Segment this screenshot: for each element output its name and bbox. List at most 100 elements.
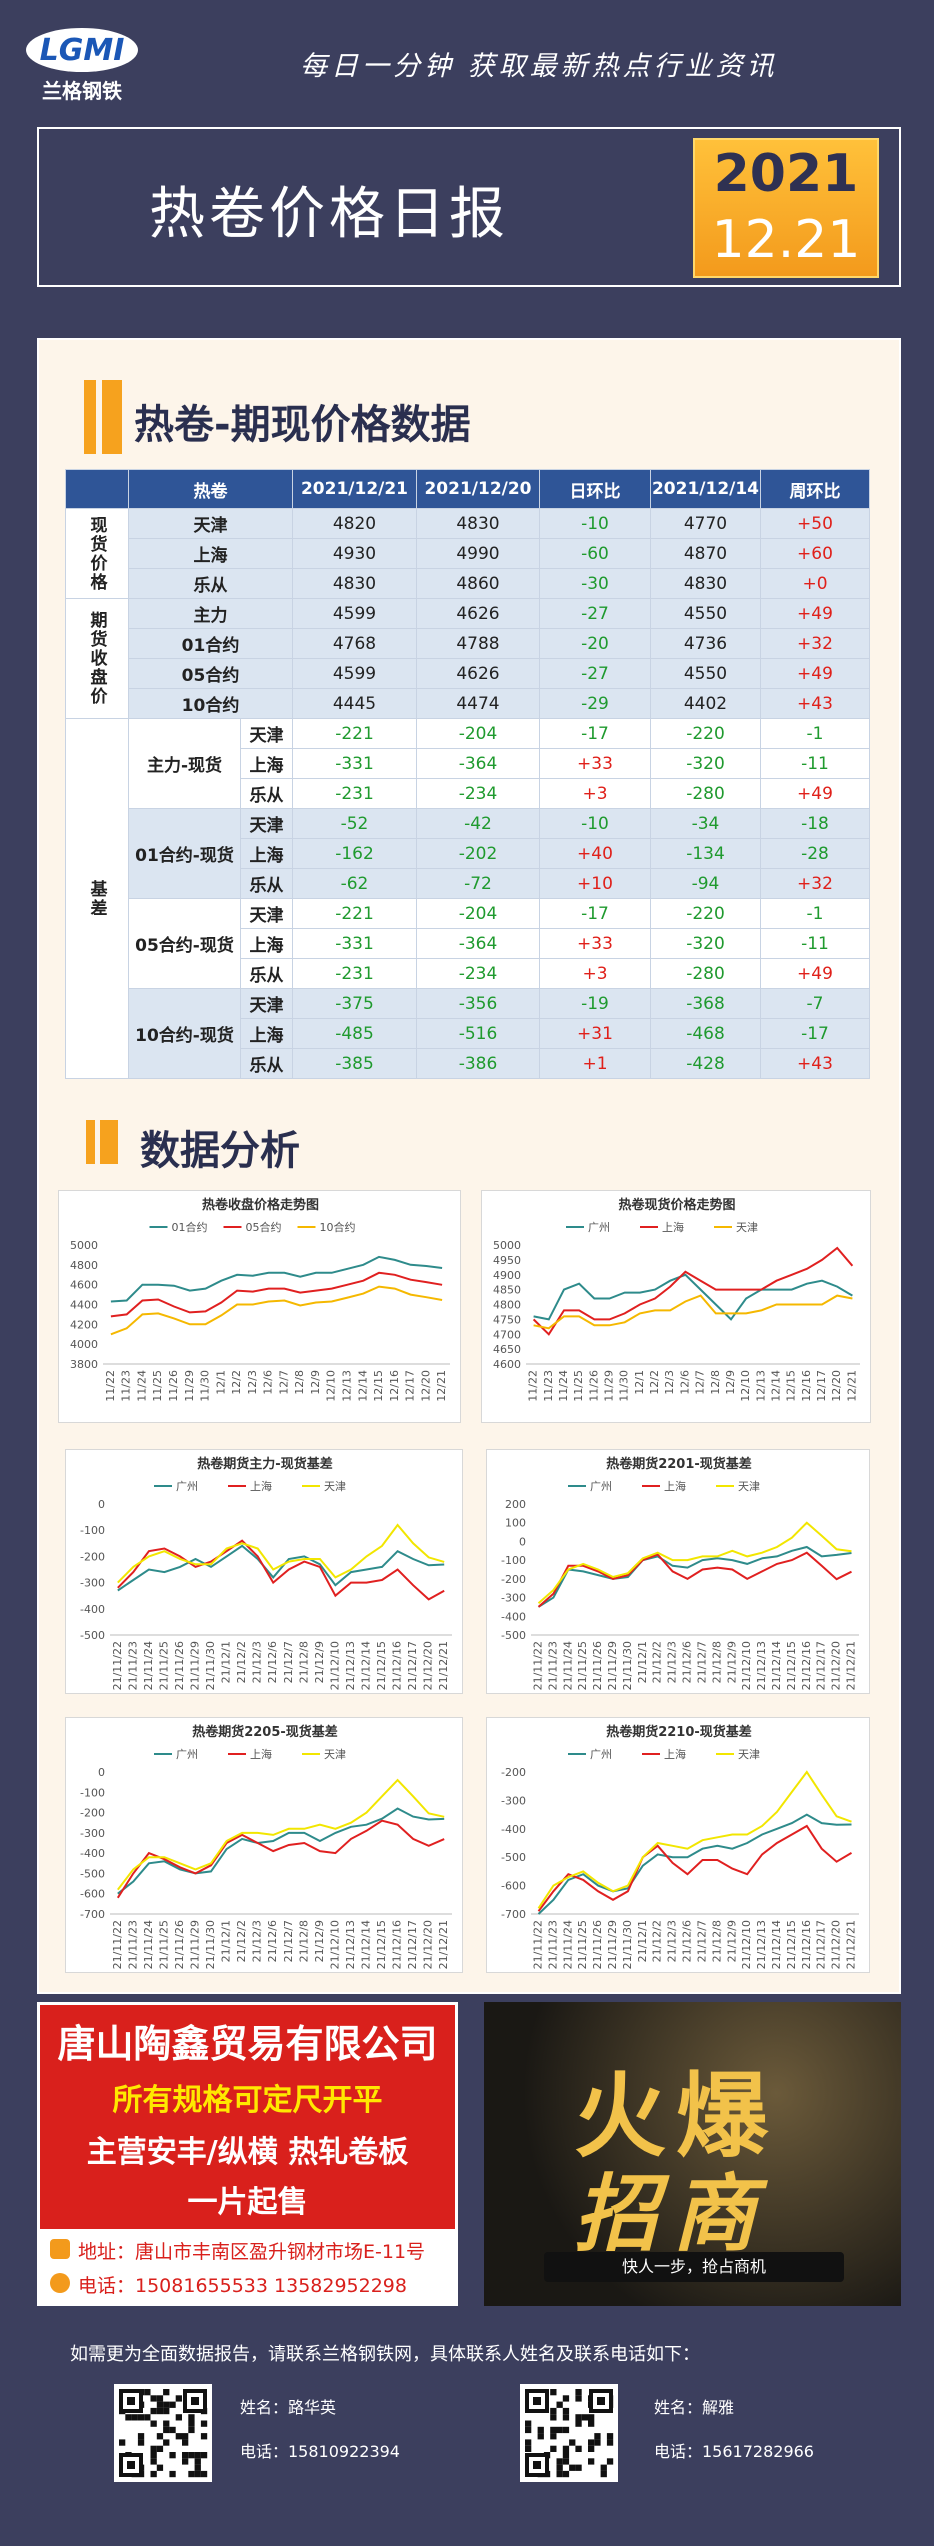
qr-cell (169, 2452, 176, 2459)
qr-cell (188, 2452, 195, 2459)
group-label: 现货价格 (86, 515, 107, 592)
x-tick-label: 21/11/29 (189, 1641, 202, 1690)
value-cell: -385 (292, 1048, 417, 1079)
qr-cell (562, 2414, 570, 2421)
section-label: 现货价格 (65, 508, 129, 599)
date-year: 2021 (713, 144, 859, 204)
value-cell: 4870 (650, 538, 761, 569)
section-label: 基差 (65, 718, 129, 1079)
qr-cell (575, 2395, 582, 2402)
series-line (110, 1285, 443, 1336)
value-cell: +1 (539, 1048, 651, 1079)
x-tick-label: 21/12/9 (313, 1920, 326, 1962)
y-tick-label: 200 (505, 1498, 526, 1511)
y-tick-label: -400 (501, 1823, 526, 1836)
y-tick-label: -400 (501, 1610, 526, 1623)
row-name: 上海 (128, 538, 293, 569)
qr-cell (581, 2414, 588, 2421)
qr-cell (575, 2414, 582, 2421)
chart-title: 热卷期货2201-现货基差 (606, 1456, 752, 1472)
value-cell: -485 (292, 1018, 417, 1049)
table-row: 01合约 4768 4788 -20 4736 +32 (66, 628, 870, 659)
x-tick-label: 12/2 (230, 1370, 243, 1395)
legend-label: 上海 (250, 1747, 272, 1761)
qr-cell (562, 2445, 570, 2452)
ad-headline: 火爆 (574, 2063, 779, 2170)
y-tick-label: 0 (98, 1766, 105, 1779)
section-label: 期货收盘价 (65, 598, 129, 719)
qr-cell (182, 2433, 189, 2440)
group-name: 05合约-现货 (128, 898, 241, 989)
y-tick-label: -200 (501, 1573, 526, 1586)
qr-cell (606, 2458, 614, 2465)
row-name: 乐从 (128, 568, 293, 599)
x-tick-label: 12/3 (246, 1370, 259, 1395)
qr-cell (144, 2389, 151, 2396)
qr-cell (569, 2439, 576, 2446)
x-tick-label: 11/25 (151, 1370, 164, 1402)
qr-cell (156, 2401, 164, 2408)
x-tick-label: 21/11/24 (561, 1641, 574, 1690)
ad-line: 所有规格可定尺开平 (112, 2083, 383, 2118)
x-tick-label: 12/21 (845, 1370, 858, 1402)
value-cell: +49 (760, 958, 870, 989)
x-tick-label: 21/11/25 (157, 1920, 170, 1969)
legend-label: 05合约 (246, 1220, 282, 1234)
x-tick-label: 21/11/29 (606, 1641, 619, 1690)
x-tick-label: 21/12/8 (297, 1920, 310, 1962)
y-tick-label: 0 (519, 1535, 526, 1548)
row-name: 上海 (240, 1018, 293, 1049)
series-line (533, 1273, 853, 1321)
x-tick-label: 21/12/13 (755, 1920, 768, 1969)
value-cell: +33 (539, 748, 651, 779)
x-tick-label: 21/12/20 (422, 1641, 435, 1690)
x-tick-label: 21/12/7 (282, 1641, 295, 1683)
y-tick-label: -600 (501, 1880, 526, 1893)
y-tick-label: 4200 (70, 1318, 98, 1331)
legend-label: 上海 (662, 1220, 684, 1234)
row-name: 10合约 (128, 688, 293, 719)
header-cell: 2021/12/20 (416, 469, 540, 509)
qr-cell (182, 2439, 189, 2446)
qr-cell (533, 2397, 541, 2405)
value-cell: +43 (760, 1048, 870, 1079)
row-name: 天津 (128, 508, 293, 539)
value-cell: 4830 (650, 568, 761, 599)
page-title: 热卷价格日报 (149, 182, 509, 247)
value-cell: 4445 (292, 688, 417, 719)
y-tick-label: -100 (80, 1786, 105, 1799)
table-row: 基差 主力-现货 天津 -221 -204 -17 -220 -1 (65, 718, 870, 1079)
value-cell: -11 (760, 748, 870, 779)
value-cell: +3 (539, 958, 651, 989)
qr-cell (163, 2389, 170, 2396)
value-cell: -204 (416, 718, 540, 749)
y-tick-label: -500 (501, 1629, 526, 1642)
qr-cell (550, 2445, 557, 2452)
y-tick-label: 4900 (493, 1269, 521, 1282)
section-bar (84, 380, 96, 454)
x-tick-label: 21/12/10 (740, 1641, 753, 1690)
qr-cell (150, 2458, 157, 2465)
contact-name: 姓名：路华英 (240, 2398, 337, 2417)
y-tick-label: -200 (80, 1807, 105, 1820)
x-tick-label: 21/11/23 (546, 1920, 559, 1969)
x-tick-label: 12/20 (419, 1370, 432, 1402)
qr-cell (175, 2395, 182, 2402)
y-tick-label: -100 (80, 1524, 105, 1537)
x-tick-label: 21/12/8 (297, 1641, 310, 1683)
qr-cell (163, 2401, 170, 2408)
x-tick-label: 21/12/21 (845, 1641, 858, 1690)
qr-cell (525, 2420, 532, 2427)
legend-label: 01合约 (172, 1220, 208, 1234)
value-cell: -202 (416, 838, 540, 869)
x-tick-label: 11/24 (557, 1370, 570, 1402)
chart-title: 热卷期货主力-现货基差 (197, 1456, 332, 1472)
value-cell: -17 (760, 1018, 870, 1049)
x-tick-label: 21/12/14 (360, 1920, 373, 1969)
series-line (537, 1551, 852, 1608)
x-tick-label: 12/7 (694, 1370, 707, 1395)
legend-label: 上海 (664, 1479, 686, 1493)
value-cell: +10 (539, 868, 651, 899)
y-tick-label: 5000 (70, 1239, 98, 1252)
